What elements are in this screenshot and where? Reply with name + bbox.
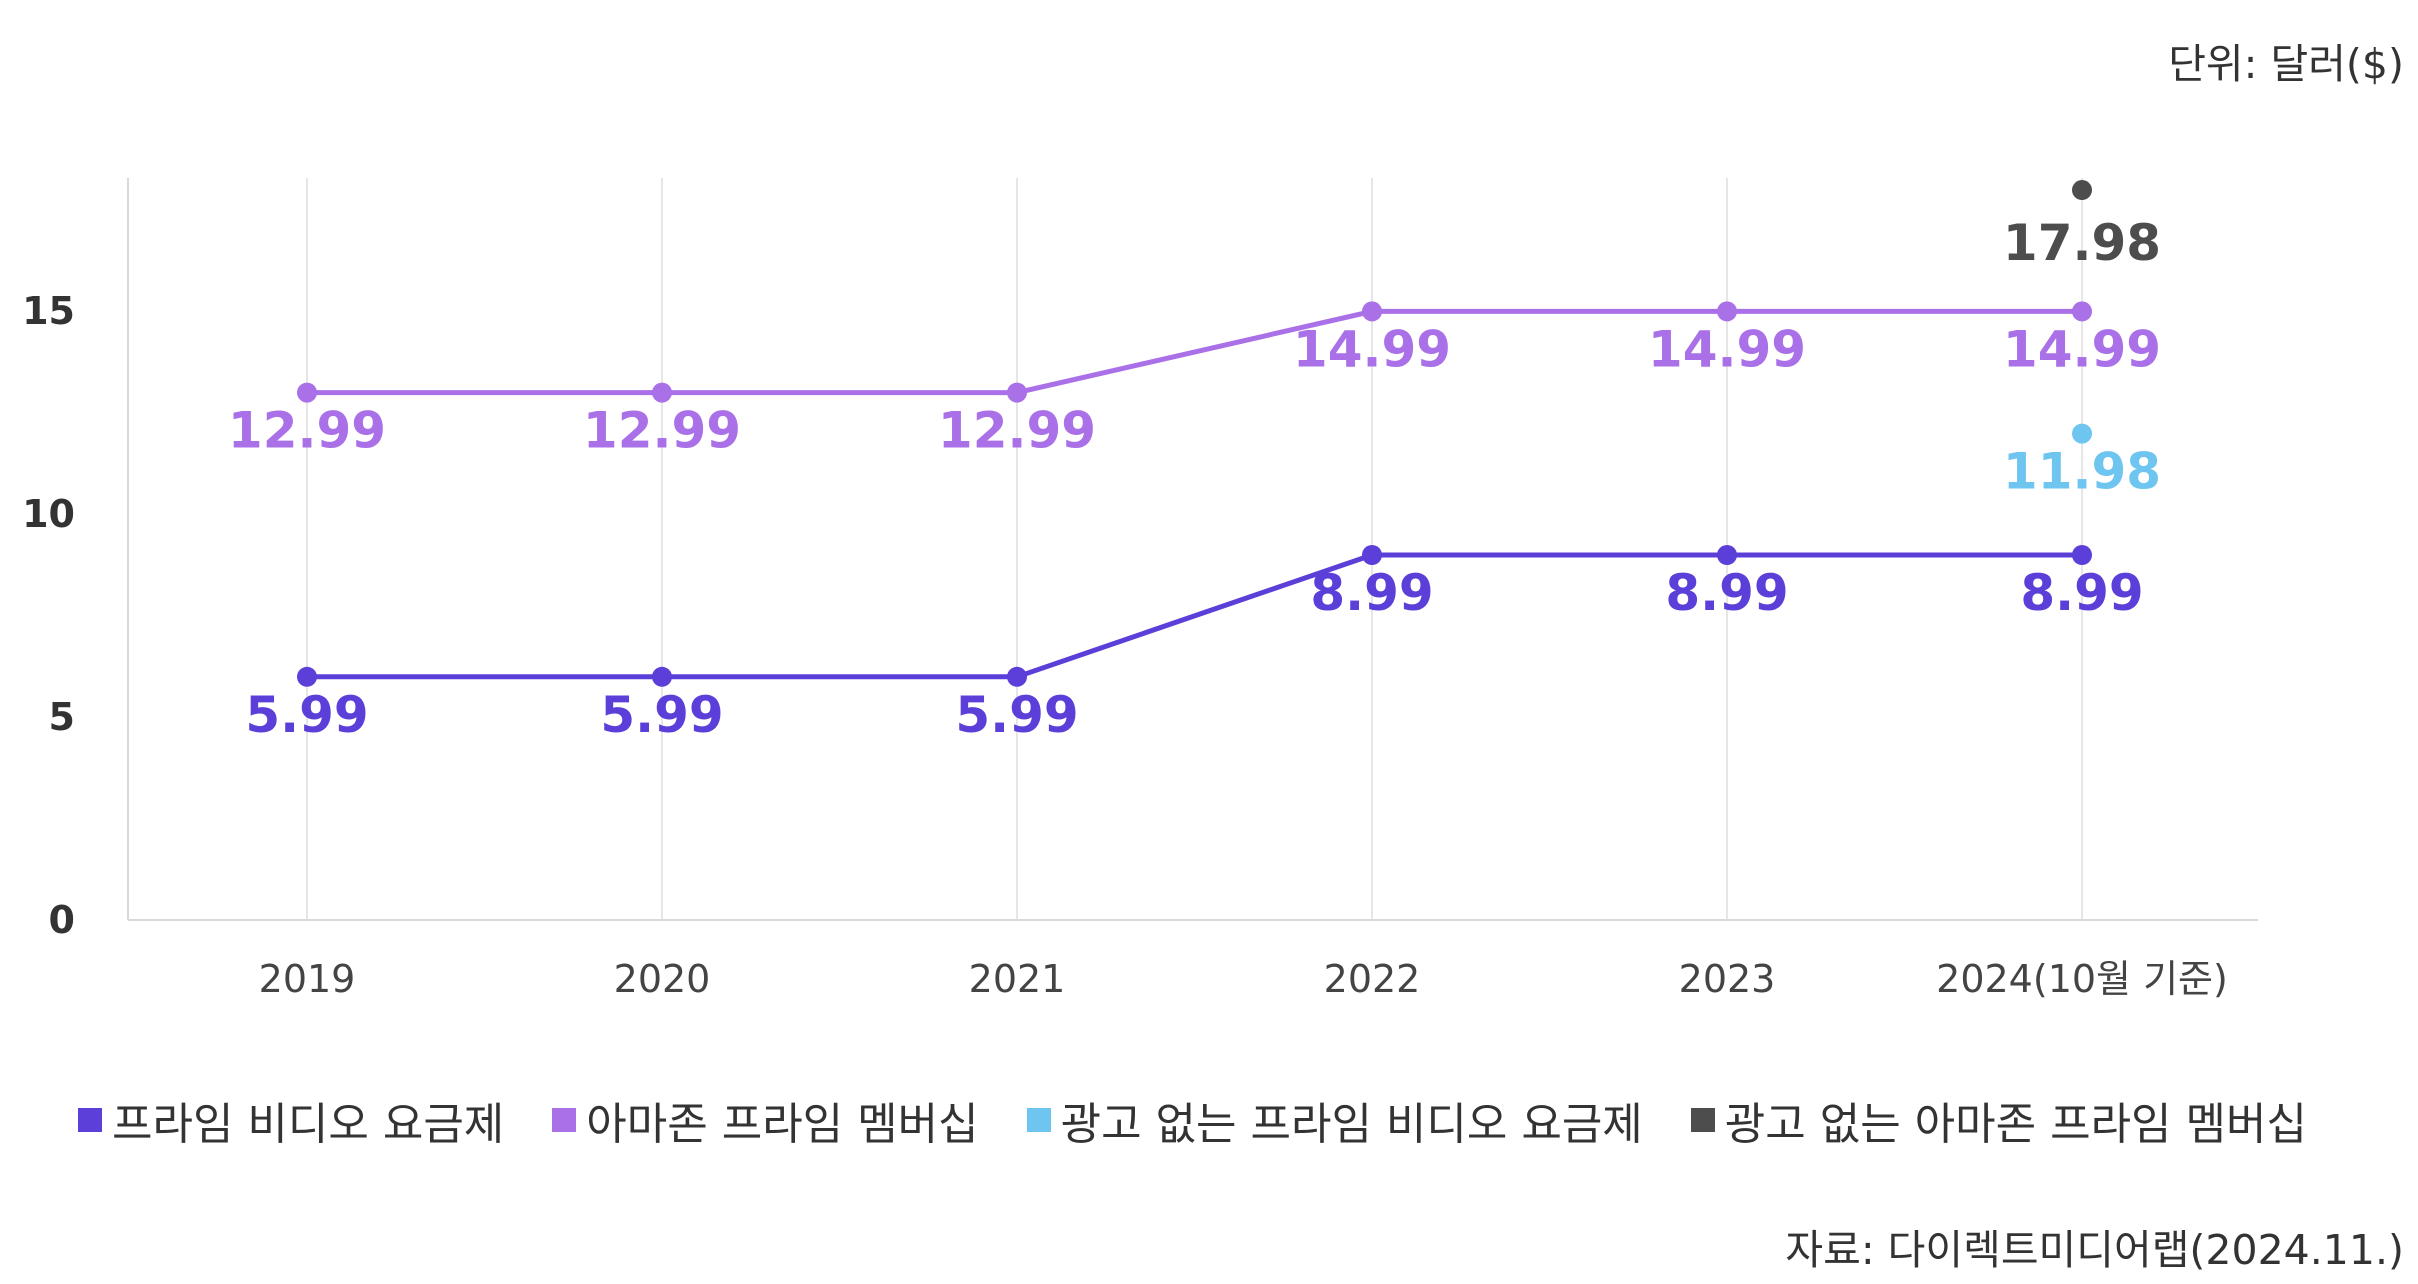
data-label: 17.98 — [2003, 214, 2161, 272]
legend-swatch — [552, 1108, 577, 1132]
data-point — [1362, 545, 1382, 566]
data-point — [2072, 301, 2092, 322]
data-point — [297, 382, 317, 403]
x-tick-label: 2022 — [1324, 957, 1421, 1001]
data-labels: 5.99 5.99 5.99 8.99 8.99 8.99 12.99 12.99 12.99 1… — [228, 214, 2161, 744]
series-lines — [307, 308, 2082, 680]
x-tick-label: 2023 — [1679, 957, 1776, 1001]
data-label: 8.99 — [1665, 564, 1788, 622]
legend-item: 프라임 비디오 요금제 — [78, 1088, 504, 1152]
legend-swatch — [1690, 1108, 1715, 1132]
data-label: 11.98 — [2003, 443, 2161, 501]
grid-lines — [127, 178, 2083, 920]
data-label: 14.99 — [1293, 320, 1451, 378]
data-label: 12.99 — [583, 402, 741, 460]
data-label: 8.99 — [1310, 564, 1433, 622]
data-point — [2072, 180, 2092, 201]
x-tick-label: 2019 — [259, 957, 356, 1001]
data-point — [2072, 423, 2092, 444]
data-point — [1007, 666, 1027, 687]
data-label: 14.99 — [2003, 320, 2161, 378]
x-tick-label: 2021 — [969, 957, 1066, 1001]
data-point — [297, 666, 317, 687]
legend-item: 광고 없는 프라임 비디오 요금제 — [1026, 1088, 1643, 1152]
y-tick-label: 0 — [49, 898, 75, 942]
legend-label: 프라임 비디오 요금제 — [112, 1099, 505, 1150]
legend-swatch — [78, 1108, 102, 1132]
y-tick-label: 10 — [22, 492, 75, 536]
legend-item: 광고 없는 아마존 프라임 멤버십 — [1690, 1088, 2307, 1152]
data-label: 8.99 — [2020, 564, 2143, 622]
data-point — [2072, 545, 2092, 566]
data-label: 5.99 — [600, 686, 723, 744]
data-point — [1717, 301, 1737, 322]
data-point — [1717, 545, 1737, 566]
y-tick-label: 15 — [22, 289, 75, 333]
data-label: 12.99 — [228, 402, 386, 460]
x-tick-label: 2020 — [614, 957, 711, 1001]
legend-label: 광고 없는 아마존 프라임 멤버십 — [1724, 1099, 2307, 1150]
data-point — [1007, 382, 1027, 403]
series-line — [307, 552, 2082, 680]
legend-label: 광고 없는 프라임 비디오 요금제 — [1060, 1099, 1643, 1150]
data-label: 14.99 — [1648, 320, 1806, 378]
x-tick-label: 2024(10월 기준) — [1936, 957, 2228, 1001]
legend: 프라임 비디오 요금제 아마존 프라임 멤버십 광고 없는 프라임 비디오 요금제 광… — [78, 1088, 2355, 1152]
axes: 0 5 10 15 2019 2020 2021 2022 2023 2024(10월 기준) — [22, 289, 2258, 1001]
unit-label: 단위: 달러($) — [2168, 40, 2404, 88]
data-label: 12.99 — [938, 402, 1096, 460]
data-points — [297, 180, 2092, 687]
series-line — [307, 308, 2082, 396]
data-label: 5.99 — [955, 686, 1078, 744]
source-label: 자료: 다이렉트미디어랩(2024.11.) — [1785, 1226, 2404, 1274]
data-point — [1362, 301, 1382, 322]
data-point — [652, 382, 672, 403]
data-label: 5.99 — [245, 686, 368, 744]
y-tick-label: 5 — [49, 695, 75, 739]
legend-swatch — [1026, 1108, 1051, 1132]
legend-label: 아마존 프라임 멤버십 — [586, 1099, 979, 1150]
data-point — [652, 666, 672, 687]
legend-item: 아마존 프라임 멤버십 — [552, 1088, 979, 1152]
